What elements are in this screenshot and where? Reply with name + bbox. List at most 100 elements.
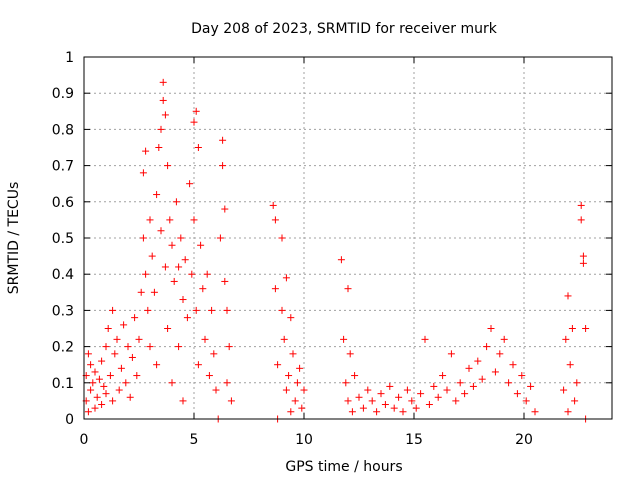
data-point bbox=[564, 292, 572, 300]
data-point bbox=[368, 397, 376, 405]
x-tick-label: 20 bbox=[515, 432, 533, 448]
data-point bbox=[115, 386, 123, 394]
data-point bbox=[296, 364, 304, 372]
data-point bbox=[219, 136, 227, 144]
data-point bbox=[139, 169, 147, 177]
data-point bbox=[461, 390, 469, 398]
x-tick-label: 15 bbox=[405, 432, 423, 448]
data-point bbox=[348, 408, 356, 416]
data-point bbox=[139, 234, 147, 242]
data-point bbox=[579, 252, 587, 260]
data-point bbox=[289, 350, 297, 358]
data-point bbox=[117, 364, 125, 372]
data-point bbox=[190, 216, 198, 224]
data-point bbox=[113, 335, 121, 343]
data-point bbox=[282, 274, 290, 282]
data-point bbox=[98, 357, 106, 365]
data-point bbox=[109, 306, 117, 314]
y-tick-label: 0.2 bbox=[52, 340, 74, 356]
data-point bbox=[377, 390, 385, 398]
data-point bbox=[571, 397, 579, 405]
data-point bbox=[456, 379, 464, 387]
data-point bbox=[201, 335, 209, 343]
y-tick-label: 0.9 bbox=[52, 86, 74, 102]
data-points bbox=[82, 78, 590, 423]
data-point bbox=[87, 386, 95, 394]
data-point bbox=[111, 350, 119, 358]
data-point bbox=[102, 390, 110, 398]
data-point bbox=[496, 350, 504, 358]
data-point bbox=[120, 321, 128, 329]
data-point bbox=[205, 372, 213, 380]
data-point bbox=[487, 325, 495, 332]
data-point bbox=[179, 296, 187, 304]
data-point bbox=[293, 379, 301, 387]
data-point bbox=[412, 404, 420, 412]
data-point bbox=[403, 386, 411, 394]
data-point bbox=[564, 408, 572, 416]
data-point bbox=[509, 361, 517, 369]
x-axis-label: GPS time / hours bbox=[285, 459, 402, 475]
data-point bbox=[150, 288, 158, 296]
data-point bbox=[344, 285, 352, 293]
data-point bbox=[126, 393, 134, 401]
data-point bbox=[287, 314, 295, 322]
data-point bbox=[153, 361, 161, 369]
data-point bbox=[221, 205, 229, 213]
data-point bbox=[164, 162, 172, 170]
data-point bbox=[98, 401, 106, 409]
data-point bbox=[469, 382, 477, 390]
chart-title: Day 208 of 2023, SRMTID for receiver mur… bbox=[191, 21, 498, 37]
data-point bbox=[395, 393, 403, 401]
x-tick-label: 5 bbox=[190, 432, 199, 448]
data-point bbox=[128, 353, 136, 361]
data-point bbox=[505, 379, 513, 387]
data-point bbox=[271, 216, 279, 224]
data-point bbox=[190, 118, 198, 126]
data-point bbox=[452, 397, 460, 405]
data-point bbox=[208, 306, 216, 314]
y-axis-label: SRMTID / TECUs bbox=[6, 182, 22, 295]
data-point bbox=[183, 314, 191, 322]
data-point bbox=[278, 306, 286, 314]
data-point bbox=[282, 386, 290, 394]
data-point bbox=[161, 263, 169, 271]
data-point bbox=[161, 111, 169, 119]
data-point bbox=[577, 216, 585, 224]
grid bbox=[84, 57, 612, 419]
data-point bbox=[364, 386, 372, 394]
data-point bbox=[172, 198, 180, 206]
data-point bbox=[527, 382, 535, 390]
data-point bbox=[102, 343, 110, 351]
data-point bbox=[177, 234, 185, 242]
data-point bbox=[216, 234, 224, 242]
data-point bbox=[194, 144, 202, 151]
data-point bbox=[135, 335, 143, 343]
data-point bbox=[285, 372, 293, 380]
y-tick-label: 1 bbox=[65, 50, 74, 66]
data-point bbox=[168, 379, 176, 387]
y-tick-label: 0.3 bbox=[52, 303, 74, 319]
y-tick-label: 0.4 bbox=[52, 267, 74, 283]
data-point bbox=[148, 252, 156, 260]
data-point bbox=[133, 372, 141, 380]
data-point bbox=[159, 78, 167, 86]
data-point bbox=[465, 364, 473, 372]
data-point bbox=[381, 401, 389, 409]
data-point bbox=[142, 270, 150, 278]
data-point bbox=[166, 216, 174, 224]
data-point bbox=[157, 227, 165, 235]
data-point bbox=[210, 350, 218, 358]
y-tick-label: 0.7 bbox=[52, 159, 74, 175]
y-tick-label: 0.1 bbox=[52, 376, 74, 392]
data-point bbox=[491, 368, 499, 376]
data-point bbox=[399, 408, 407, 416]
data-point bbox=[298, 404, 306, 412]
data-point bbox=[291, 397, 299, 405]
data-point bbox=[355, 393, 363, 401]
data-point bbox=[221, 277, 229, 285]
data-point bbox=[164, 325, 172, 332]
data-point bbox=[342, 379, 350, 387]
data-point bbox=[271, 285, 279, 293]
